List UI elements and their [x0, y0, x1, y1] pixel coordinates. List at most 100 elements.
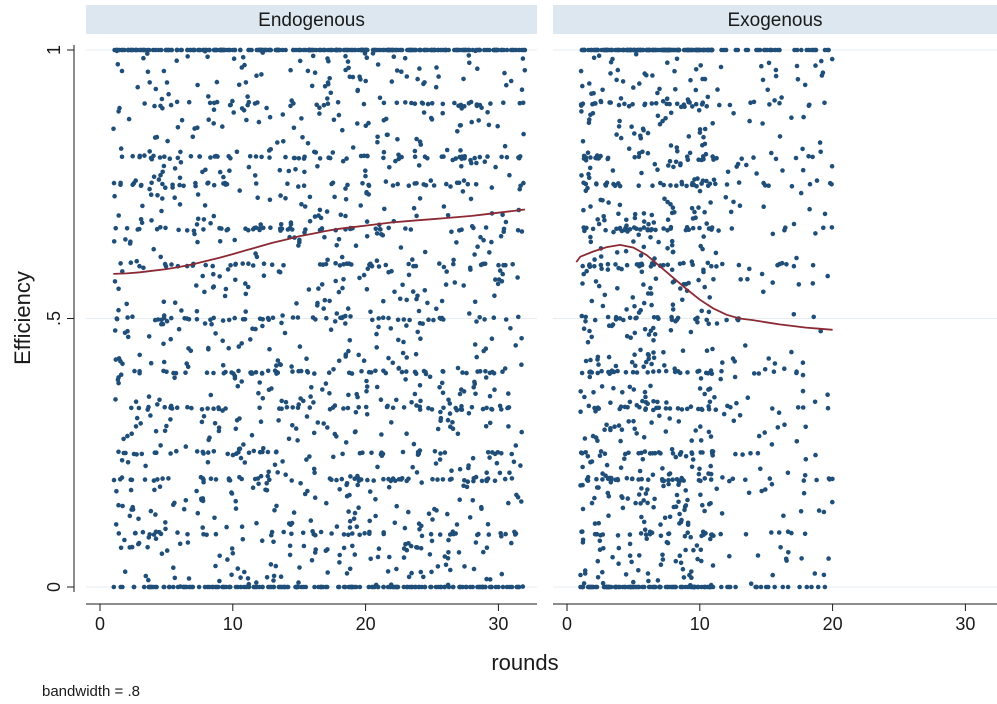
data-point: [235, 566, 241, 571]
data-point: [815, 584, 821, 590]
data-point: [727, 553, 732, 559]
strip-label-exogenous: Exogenous: [727, 10, 822, 31]
data-point: [632, 154, 637, 160]
data-point: [662, 363, 667, 368]
data-point: [581, 225, 586, 230]
data-point: [297, 565, 302, 570]
data-point: [698, 478, 703, 484]
data-point: [490, 369, 495, 375]
data-point: [117, 105, 122, 111]
data-point: [701, 157, 706, 162]
data-point: [155, 402, 160, 407]
data-point: [734, 400, 739, 406]
data-point: [731, 418, 737, 424]
data-point: [443, 47, 449, 53]
data-point: [623, 248, 629, 254]
data-point: [440, 477, 446, 482]
data-point: [323, 548, 329, 553]
data-point: [310, 47, 316, 53]
data-point: [683, 454, 689, 459]
data-point: [188, 154, 194, 159]
data-point: [706, 429, 712, 435]
data-point: [381, 100, 387, 106]
data-point: [177, 541, 183, 547]
data-point: [648, 383, 653, 389]
data-point: [394, 503, 400, 509]
data-point: [378, 227, 383, 232]
data-point: [184, 316, 190, 321]
data-point: [130, 153, 135, 159]
data-point: [711, 177, 717, 183]
data-point: [638, 47, 643, 53]
data-point: [317, 207, 323, 213]
data-point: [300, 135, 305, 140]
data-point: [274, 371, 279, 376]
data-point: [172, 575, 178, 581]
data-point: [330, 150, 336, 155]
data-point: [442, 450, 448, 455]
data-point: [388, 47, 393, 53]
data-point: [157, 484, 163, 490]
data-point: [246, 227, 251, 233]
data-point: [632, 330, 638, 336]
data-point: [276, 269, 282, 274]
data-point: [825, 273, 830, 279]
data-point: [643, 400, 649, 405]
data-point: [476, 118, 482, 123]
data-point: [370, 317, 375, 323]
data-point: [623, 572, 629, 577]
data-point: [376, 324, 381, 330]
data-point: [500, 369, 505, 375]
data-point: [698, 547, 704, 553]
data-point: [647, 529, 653, 535]
data-point: [800, 360, 806, 366]
data-point: [702, 391, 707, 397]
data-point: [783, 556, 789, 562]
data-point: [641, 519, 647, 525]
data-point: [616, 102, 622, 108]
data-point: [167, 156, 173, 161]
data-point: [696, 205, 701, 210]
data-point: [509, 451, 514, 457]
data-point: [220, 338, 225, 344]
data-point: [301, 47, 307, 53]
data-point: [807, 206, 812, 212]
data-point: [243, 309, 248, 314]
data-point: [185, 364, 191, 370]
data-point: [175, 125, 181, 130]
data-point: [441, 264, 447, 270]
smoother-line-exogenous: [575, 243, 833, 331]
data-point: [373, 226, 379, 232]
data-point: [138, 421, 143, 426]
data-point: [194, 309, 200, 314]
data-point: [480, 406, 486, 412]
data-point: [718, 376, 723, 382]
data-point: [632, 131, 637, 136]
data-point: [317, 105, 322, 110]
data-point: [760, 121, 765, 126]
data-point: [789, 184, 795, 189]
data-point: [297, 58, 303, 64]
data-point: [375, 554, 381, 560]
data-point: [583, 450, 588, 455]
data-point: [232, 315, 237, 321]
data-point: [678, 560, 684, 566]
data-point: [134, 258, 139, 264]
data-point: [680, 297, 685, 303]
data-point: [679, 181, 685, 187]
data-point: [829, 164, 835, 169]
data-point: [185, 404, 190, 410]
data-point: [291, 125, 297, 131]
data-point: [427, 374, 433, 380]
data-point: [758, 584, 764, 590]
data-point: [622, 456, 627, 462]
data-point: [265, 449, 271, 455]
data-point: [459, 164, 464, 169]
data-point: [630, 369, 636, 375]
data-point: [142, 477, 148, 482]
data-point: [660, 118, 665, 124]
data-point: [489, 239, 494, 245]
data-point: [168, 451, 173, 456]
data-point: [500, 584, 506, 590]
data-point: [125, 334, 131, 340]
